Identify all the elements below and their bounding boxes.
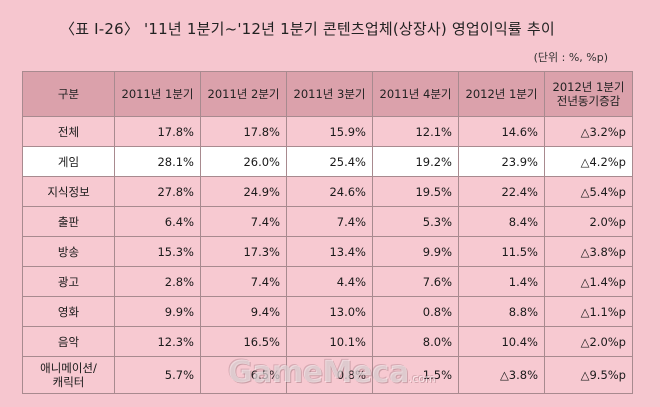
table-cell: 16.5% <box>200 326 287 357</box>
header-cell: 2011년 2분기 <box>200 71 287 117</box>
table-cell: 14.6% <box>458 116 545 147</box>
table-cell: 22.4% <box>458 176 545 207</box>
table-cell: 12.1% <box>372 116 459 147</box>
table-cell: 25.4% <box>286 146 373 177</box>
table-cell: 9.9% <box>372 236 459 267</box>
table-row: 방송 15.3% 17.3% 13.4% 9.9% 11.5% △3.8%p <box>22 236 633 267</box>
table-cell: △2.0%p <box>544 326 633 357</box>
table-cell: 11.5% <box>458 236 545 267</box>
table-cell: 5.7% <box>114 356 201 394</box>
row-label: 게임 <box>22 146 115 177</box>
header-cell: 2011년 3분기 <box>286 71 373 117</box>
table-cell: △1.1%p <box>544 296 633 327</box>
table-cell: △9.5%p <box>544 356 633 394</box>
row-label: 애니메이션/ 캐릭터 <box>22 356 115 394</box>
table-cell: 5.3% <box>372 206 459 237</box>
table-cell: 10.4% <box>458 326 545 357</box>
table-cell: 4.4% <box>286 266 373 297</box>
row-label: 영화 <box>22 296 115 327</box>
table-cell: 17.8% <box>114 116 201 147</box>
table-cell: 12.3% <box>114 326 201 357</box>
table-row: 지식정보 27.8% 24.9% 24.6% 19.5% 22.4% △5.4%… <box>22 176 633 207</box>
table-cell: 6.5% <box>200 356 287 394</box>
table-row: 광고 2.8% 7.4% 4.4% 7.6% 1.4% △1.4%p <box>22 266 633 297</box>
table-title: 〈표 Ⅰ-26〉 '11년 1분기~'12년 1분기 콘텐츠업체(상장사) 영업… <box>60 20 555 38</box>
row-label: 방송 <box>22 236 115 267</box>
table-cell: 9.9% <box>114 296 201 327</box>
header-cell: 2011년 4분기 <box>372 71 459 117</box>
table-cell: 0.8% <box>286 356 373 394</box>
table-cell: 15.9% <box>286 116 373 147</box>
table-cell: 15.3% <box>114 236 201 267</box>
table-cell: △3.8% <box>458 356 545 394</box>
table-row-highlighted: 게임 28.1% 26.0% 25.4% 19.2% 23.9% △4.2%p <box>22 146 633 177</box>
table-cell: 9.4% <box>200 296 287 327</box>
table-cell: 2.0%p <box>544 206 633 237</box>
row-label: 광고 <box>22 266 115 297</box>
table-header-row: 구분 2011년 1분기 2011년 2분기 2011년 3분기 2011년 4… <box>22 71 633 117</box>
table-cell: 1.5% <box>372 356 459 394</box>
table-cell: 7.4% <box>200 206 287 237</box>
table-cell: 7.6% <box>372 266 459 297</box>
table-cell: 7.4% <box>200 266 287 297</box>
data-table: 구분 2011년 1분기 2011년 2분기 2011년 3분기 2011년 4… <box>22 71 633 394</box>
table-row: 전체 17.8% 17.8% 15.9% 12.1% 14.6% △3.2%p <box>22 116 633 147</box>
table-cell: 10.1% <box>286 326 373 357</box>
table-row: 영화 9.9% 9.4% 13.0% 0.8% 8.8% △1.1%p <box>22 296 633 327</box>
table-cell: 23.9% <box>458 146 545 177</box>
table-cell: 17.8% <box>200 116 287 147</box>
table-cell: 13.4% <box>286 236 373 267</box>
table-cell: 0.8% <box>372 296 459 327</box>
table-cell: 28.1% <box>114 146 201 177</box>
header-cell: 2012년 1분기 전년동기증감 <box>544 71 633 117</box>
row-label: 전체 <box>22 116 115 147</box>
table-cell: 8.4% <box>458 206 545 237</box>
table-row: 애니메이션/ 캐릭터 5.7% 6.5% 0.8% 1.5% △3.8% △9.… <box>22 356 633 394</box>
table-cell: △3.2%p <box>544 116 633 147</box>
table-cell: △4.2%p <box>544 146 633 177</box>
header-cell: 2012년 1분기 <box>458 71 545 117</box>
table-cell: 19.5% <box>372 176 459 207</box>
row-label: 음악 <box>22 326 115 357</box>
row-label: 지식정보 <box>22 176 115 207</box>
table-cell: 24.9% <box>200 176 287 207</box>
table-cell: 8.0% <box>372 326 459 357</box>
table-row: 음악 12.3% 16.5% 10.1% 8.0% 10.4% △2.0%p <box>22 326 633 357</box>
table-cell: △1.4%p <box>544 266 633 297</box>
table-cell: 24.6% <box>286 176 373 207</box>
table-cell: 8.8% <box>458 296 545 327</box>
table-cell: △3.8%p <box>544 236 633 267</box>
table-cell: 1.4% <box>458 266 545 297</box>
table-row: 출판 6.4% 7.4% 7.4% 5.3% 8.4% 2.0%p <box>22 206 633 237</box>
table-cell: 26.0% <box>200 146 287 177</box>
table-cell: 17.3% <box>200 236 287 267</box>
table-cell: 13.0% <box>286 296 373 327</box>
table-cell: 7.4% <box>286 206 373 237</box>
row-label: 출판 <box>22 206 115 237</box>
header-cell: 2011년 1분기 <box>114 71 201 117</box>
table-cell: 27.8% <box>114 176 201 207</box>
table-cell: 2.8% <box>114 266 201 297</box>
table-cell: 6.4% <box>114 206 201 237</box>
header-cell: 구분 <box>22 71 115 117</box>
table-cell: △5.4%p <box>544 176 633 207</box>
unit-note: (단위 : %, %p) <box>533 51 608 64</box>
table-cell: 19.2% <box>372 146 459 177</box>
